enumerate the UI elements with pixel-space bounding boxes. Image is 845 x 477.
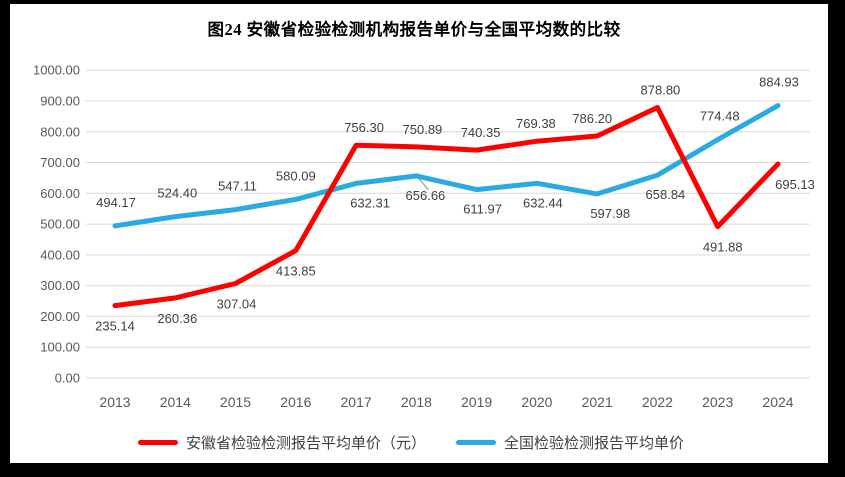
gridlines (86, 69, 810, 379)
legend-label-anhui: 安徽省检验检测报告平均单价（元） (186, 434, 427, 452)
window-frame-left (0, 0, 10, 477)
svg-text:100.00: 100.00 (40, 340, 80, 355)
svg-text:580.09: 580.09 (276, 168, 316, 183)
svg-text:524.40: 524.40 (157, 186, 197, 201)
series-line (112, 103, 781, 229)
svg-text:2014: 2014 (160, 394, 191, 410)
chart-legend: 安徽省检验检测报告平均单价（元） 全国检验检测报告平均单价 (138, 429, 684, 455)
legend-label-national: 全国检验检测报告平均单价 (504, 434, 685, 452)
svg-text:300.00: 300.00 (40, 278, 80, 293)
legend-swatch-anhui (138, 439, 178, 445)
svg-text:900.00: 900.00 (40, 94, 80, 109)
svg-text:2022: 2022 (642, 394, 673, 410)
svg-text:494.17: 494.17 (96, 195, 136, 210)
svg-text:413.85: 413.85 (276, 264, 316, 279)
svg-text:2018: 2018 (401, 394, 432, 410)
window-frame-top (0, 0, 845, 4)
data-labels: 235.14 260.36 307.04 413.85 756.30 750.89 740.… (95, 75, 815, 334)
svg-text:235.14: 235.14 (95, 319, 135, 334)
svg-text:756.30: 756.30 (344, 120, 384, 135)
svg-text:632.44: 632.44 (523, 195, 563, 210)
svg-text:2021: 2021 (582, 394, 613, 410)
window-frame-right (828, 0, 845, 477)
svg-text:750.89: 750.89 (403, 122, 443, 137)
svg-text:658.84: 658.84 (646, 187, 686, 202)
svg-text:600.00: 600.00 (40, 186, 80, 201)
svg-text:2019: 2019 (461, 394, 492, 410)
svg-text:597.98: 597.98 (590, 206, 630, 221)
label-leader-line (417, 177, 429, 191)
svg-text:656.66: 656.66 (406, 188, 446, 203)
svg-text:260.36: 260.36 (157, 311, 197, 326)
svg-text:700.00: 700.00 (40, 155, 80, 170)
svg-text:878.80: 878.80 (641, 83, 681, 98)
window-frame-bottom (0, 463, 845, 477)
svg-text:632.31: 632.31 (350, 195, 390, 210)
series-line (112, 105, 781, 309)
svg-text:695.13: 695.13 (775, 177, 815, 192)
svg-text:611.97: 611.97 (463, 202, 502, 217)
svg-text:491.88: 491.88 (703, 240, 743, 255)
svg-text:400.00: 400.00 (40, 247, 80, 262)
chart-title: 图24 安徽省检验检测机构报告单价与全国平均数的比较 (207, 20, 621, 39)
svg-text:769.38: 769.38 (516, 116, 556, 131)
svg-text:800.00: 800.00 (40, 124, 80, 139)
svg-text:2023: 2023 (702, 394, 733, 410)
svg-text:786.20: 786.20 (572, 111, 612, 126)
svg-text:2016: 2016 (280, 394, 311, 410)
svg-text:200.00: 200.00 (40, 309, 80, 324)
svg-text:884.93: 884.93 (759, 75, 799, 90)
svg-text:500.00: 500.00 (40, 217, 80, 232)
svg-text:307.04: 307.04 (217, 297, 257, 312)
svg-text:1000.00: 1000.00 (33, 63, 80, 78)
svg-text:2017: 2017 (341, 394, 372, 410)
legend-swatch-national (456, 439, 497, 445)
svg-text:0.00: 0.00 (55, 371, 80, 386)
x-axis-tick-labels: 2013 2014 2015 2016 2017 2018 2019 2020 2021 2022… (99, 394, 793, 410)
svg-text:2020: 2020 (521, 394, 552, 410)
svg-text:740.35: 740.35 (461, 125, 501, 140)
svg-text:774.48: 774.48 (700, 109, 740, 124)
svg-text:2015: 2015 (220, 394, 251, 410)
svg-text:2024: 2024 (762, 394, 793, 410)
svg-text:547.11: 547.11 (218, 179, 257, 194)
y-axis-tick-labels: 0.00 100.00 200.00 300.00 400.00 500.00 600.00… (33, 63, 80, 386)
svg-text:2013: 2013 (99, 394, 130, 410)
